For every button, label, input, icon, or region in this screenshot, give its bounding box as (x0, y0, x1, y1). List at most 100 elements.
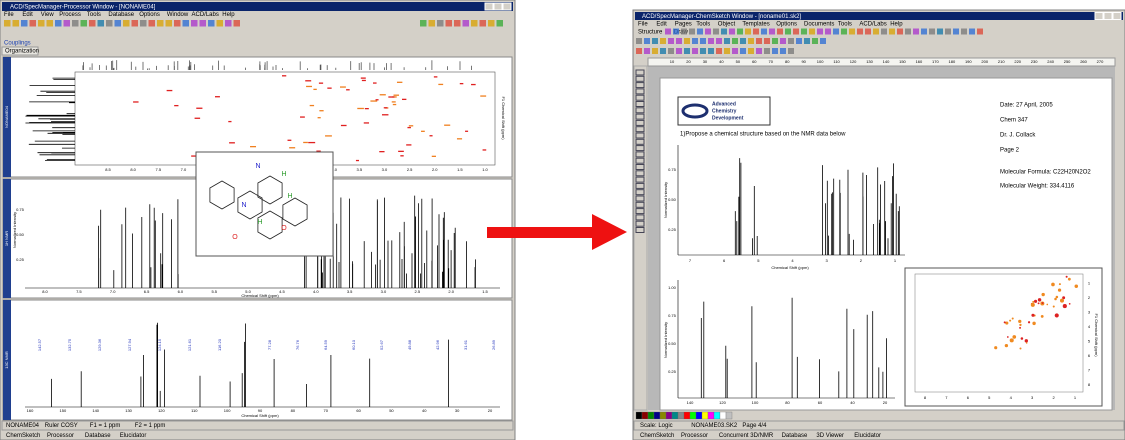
toolbar-button[interactable] (929, 29, 935, 35)
toolbar-button[interactable] (804, 38, 810, 44)
toolbar-button[interactable] (756, 48, 762, 54)
color-swatch[interactable] (678, 412, 684, 419)
toolbar-button[interactable] (30, 20, 37, 27)
toolbar-button[interactable] (809, 29, 815, 35)
toolbar-button[interactable] (748, 38, 754, 44)
menu-item[interactable]: ACD/Labs (192, 12, 219, 18)
mode-button[interactable]: Structure (638, 30, 663, 36)
toolbar-button[interactable] (149, 20, 156, 27)
toolbar-button[interactable] (961, 29, 967, 35)
toolbar-button[interactable] (764, 48, 770, 54)
toolbar-button[interactable] (737, 29, 743, 35)
bottom-tab[interactable]: ChemSketch (6, 433, 40, 439)
menu-item[interactable]: Window (167, 12, 189, 18)
toolbar-button[interactable] (636, 48, 642, 54)
toolbar-button[interactable] (785, 29, 791, 35)
toolbar-button[interactable] (772, 38, 778, 44)
toolbar-button[interactable] (684, 38, 690, 44)
toolbar-button[interactable] (132, 20, 139, 27)
color-swatch[interactable] (684, 412, 690, 419)
menu-item[interactable]: Documents (804, 22, 834, 28)
color-swatch[interactable] (642, 412, 648, 419)
toolbar-button[interactable] (772, 48, 778, 54)
toolbar-button[interactable] (796, 38, 802, 44)
toolbar-button[interactable] (753, 29, 759, 35)
toolbar-button[interactable] (697, 29, 703, 35)
toolbar-button[interactable] (183, 20, 190, 27)
toolbar-button[interactable] (480, 20, 487, 27)
toolbar-button[interactable] (72, 20, 79, 27)
toolbar-button[interactable] (123, 20, 130, 27)
toolbar-button[interactable] (713, 29, 719, 35)
toolbar-button[interactable] (801, 29, 807, 35)
toolbar-button[interactable] (38, 20, 45, 27)
menu-item[interactable]: Help (222, 12, 235, 18)
toolbar-button[interactable] (668, 48, 674, 54)
toolbar-button[interactable] (748, 48, 754, 54)
toolbar-button[interactable] (660, 38, 666, 44)
bottom-tab[interactable]: Processor (681, 433, 708, 439)
toolbar-button[interactable] (764, 38, 770, 44)
toolbar-button[interactable] (471, 20, 478, 27)
toolbar-button[interactable] (692, 38, 698, 44)
toolbar-button[interactable] (681, 29, 687, 35)
window-button[interactable] (1095, 13, 1103, 20)
toolbar-button[interactable] (777, 29, 783, 35)
toolbar-button[interactable] (788, 48, 794, 54)
toolbar-button[interactable] (437, 20, 444, 27)
toolbar-button[interactable] (174, 20, 181, 27)
menu-item[interactable]: Options (776, 22, 797, 28)
toolbar-button[interactable] (969, 29, 975, 35)
toolbar-button[interactable] (921, 29, 927, 35)
toolbar-button[interactable] (716, 48, 722, 54)
toolbar-button[interactable] (881, 29, 887, 35)
menu-item[interactable]: Database (108, 12, 134, 18)
toolbar-button[interactable] (13, 20, 20, 27)
bottom-tab[interactable]: Concurrent 3D/NMR (719, 433, 774, 439)
toolbar-button[interactable] (200, 20, 207, 27)
menu-item[interactable]: Object (718, 22, 736, 28)
toolbar-button[interactable] (191, 20, 198, 27)
color-swatch[interactable] (666, 412, 672, 419)
toolbar-button[interactable] (225, 20, 232, 27)
toolbar-button[interactable] (676, 48, 682, 54)
toolbar-button[interactable] (644, 38, 650, 44)
toolbar-button[interactable] (780, 38, 786, 44)
color-swatch[interactable] (708, 412, 714, 419)
bottom-tab[interactable]: Processor (47, 433, 74, 439)
toolbar-button[interactable] (115, 20, 122, 27)
toolbar-button[interactable] (21, 20, 28, 27)
toolbar-button[interactable] (140, 20, 147, 27)
toolbar-button[interactable] (689, 29, 695, 35)
bottom-tab[interactable]: 3D Viewer (816, 433, 844, 439)
toolbar-button[interactable] (429, 20, 436, 27)
toolbar-button[interactable] (724, 38, 730, 44)
toolbar-button[interactable] (788, 38, 794, 44)
toolbar-button[interactable] (732, 38, 738, 44)
toolbar-button[interactable] (81, 20, 88, 27)
toolbar-button[interactable] (652, 38, 658, 44)
toolbar-button[interactable] (208, 20, 215, 27)
tab-label[interactable]: Organization (5, 49, 39, 55)
window-button[interactable] (485, 3, 493, 10)
toolbar-button[interactable] (780, 48, 786, 54)
toolbar-button[interactable] (849, 29, 855, 35)
window-button[interactable] (503, 3, 511, 10)
toolbar-button[interactable] (873, 29, 879, 35)
menu-item[interactable]: Process (59, 12, 81, 18)
toolbar-button[interactable] (812, 38, 818, 44)
color-swatch[interactable] (702, 412, 708, 419)
toolbar-button[interactable] (756, 38, 762, 44)
color-swatch[interactable] (726, 412, 732, 419)
menu-item[interactable]: Edit (22, 12, 33, 18)
toolbar-button[interactable] (729, 29, 735, 35)
toolbar-button[interactable] (692, 48, 698, 54)
bottom-tab[interactable]: Database (85, 433, 111, 439)
menu-item[interactable]: View (41, 12, 55, 18)
toolbar-button[interactable] (673, 29, 679, 35)
bottom-tab[interactable]: Database (782, 433, 808, 439)
toolbar-button[interactable] (825, 29, 831, 35)
toolbar-button[interactable] (905, 29, 911, 35)
toolbar-button[interactable] (665, 29, 671, 35)
menu-item[interactable]: Templates (742, 22, 769, 28)
